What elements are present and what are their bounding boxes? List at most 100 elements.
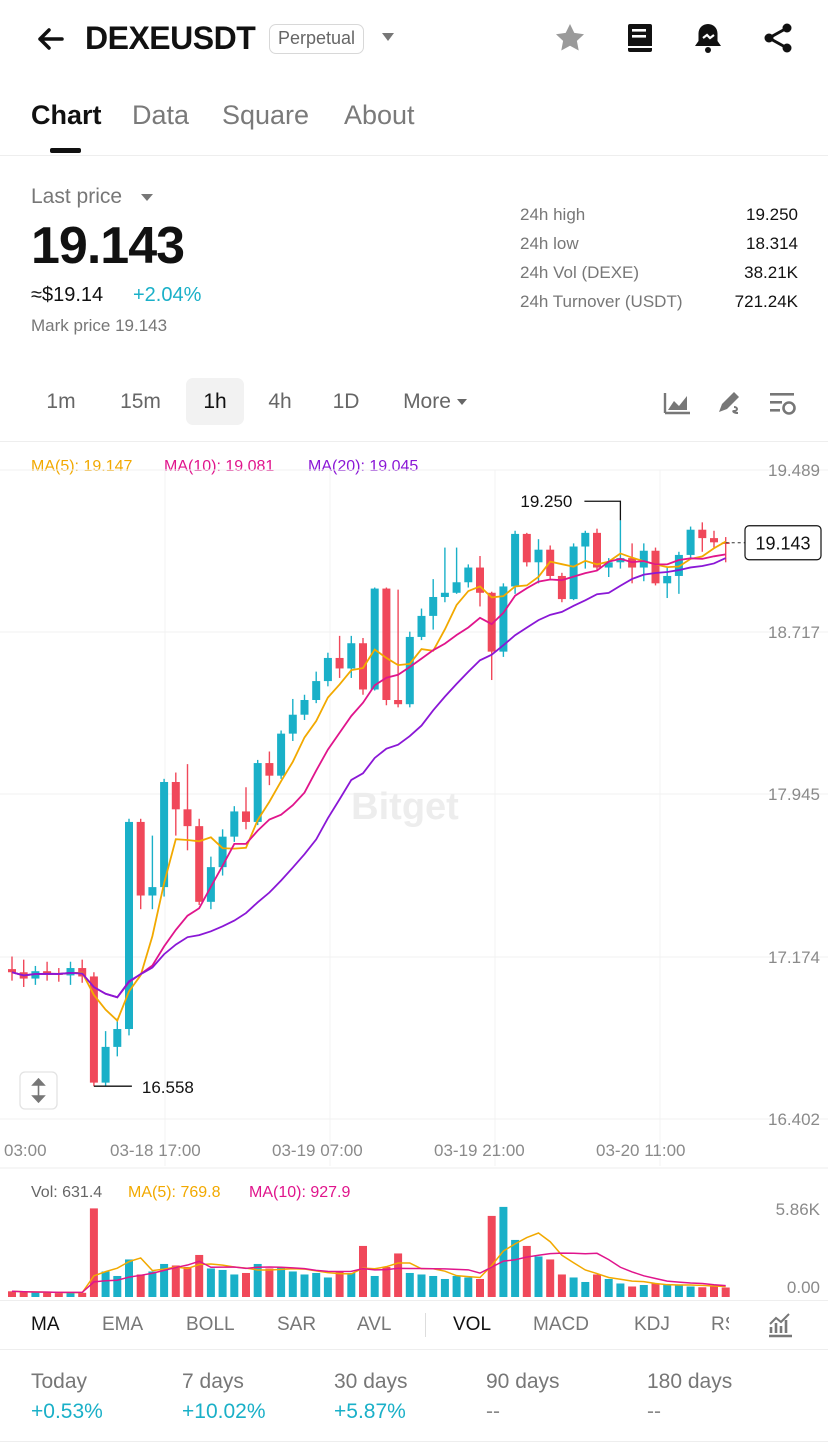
volume-bar: [674, 1284, 683, 1297]
volume-bar: [639, 1284, 648, 1297]
volume-bar: [534, 1256, 543, 1297]
stat-row: 24h Turnover (USDT) 721.24K: [520, 292, 798, 321]
tab-square[interactable]: Square: [222, 100, 310, 130]
book-icon[interactable]: [622, 20, 658, 56]
candle-body: [663, 575, 672, 584]
volume-bar: [43, 1292, 52, 1297]
indicator-ema[interactable]: EMA: [102, 1314, 144, 1335]
candle-body: [394, 699, 403, 705]
vol-legend: Vol: 631.4: [31, 1184, 102, 1201]
tab-about[interactable]: About: [344, 100, 415, 130]
indicator-settings-icon[interactable]: [766, 1311, 794, 1339]
stat-row: 24h low 18.314: [520, 234, 798, 263]
volume-bar: [19, 1292, 28, 1297]
candle-body: [148, 887, 157, 896]
indicator-kdj[interactable]: KDJ: [634, 1314, 670, 1335]
interval-4h[interactable]: 4h: [268, 390, 292, 413]
candle-body: [218, 836, 227, 868]
candle-body: [710, 538, 718, 543]
candle-body: [160, 781, 169, 888]
candle-body: [604, 562, 613, 568]
interval-1d[interactable]: 1D: [332, 390, 360, 413]
interval-15m[interactable]: 15m: [120, 390, 161, 413]
bell-icon[interactable]: [690, 20, 726, 56]
volume-bar: [171, 1265, 180, 1297]
candle-body: [300, 699, 309, 715]
ma10-line: [11, 553, 726, 999]
candle-body: [125, 821, 133, 1030]
tab-data[interactable]: Data: [132, 100, 190, 130]
candle-body: [347, 643, 356, 669]
candle-body: [277, 733, 286, 776]
perf-today: Today +0.53%: [31, 1370, 103, 1424]
perf-value: --: [647, 1400, 661, 1423]
perf-7-days: 7 days +10.02%: [182, 1370, 266, 1424]
interval-1h[interactable]: 1h: [186, 378, 244, 425]
mark-price: Mark price 19.143: [31, 316, 168, 335]
volume-bar: [218, 1269, 227, 1297]
indicator-separator: [425, 1313, 426, 1337]
performance-summary: Today +0.53% 7 days +10.02% 30 days +5.8…: [0, 1370, 828, 1430]
x-tick-label: 03-18 17:00: [110, 1141, 201, 1160]
volume-bar: [8, 1291, 16, 1297]
perf-value: +5.87%: [334, 1400, 406, 1423]
share-icon[interactable]: [760, 20, 796, 56]
indicator-sar[interactable]: SAR: [277, 1314, 317, 1335]
indicator-vol[interactable]: VOL: [453, 1314, 492, 1335]
volume-bar: [125, 1259, 133, 1297]
stat-label: 24h Turnover (USDT): [520, 292, 683, 311]
volume-bar: [31, 1292, 40, 1297]
candle-body: [464, 567, 473, 583]
current-price-tag: [744, 525, 822, 561]
volume-bar: [78, 1292, 87, 1297]
volume-bar: [394, 1253, 403, 1297]
candle-body: [171, 781, 180, 810]
indicator-rsi[interactable]: RSI: [711, 1314, 729, 1335]
volume-bar: [698, 1287, 707, 1297]
back-arrow-icon[interactable]: [30, 20, 70, 60]
volume-bar: [300, 1274, 309, 1297]
star-icon[interactable]: [552, 20, 588, 56]
interval-1m[interactable]: 1m: [46, 390, 76, 413]
volume-bar: [382, 1266, 391, 1297]
symbol-title[interactable]: DEXEUSDT: [85, 20, 256, 56]
perf-180-days: 180 days --: [647, 1370, 732, 1424]
chart-type-icon[interactable]: [662, 388, 692, 418]
volume-bar: [89, 1208, 98, 1297]
high-marker-label: 19.250: [520, 492, 572, 511]
volume-bar: [686, 1286, 695, 1297]
ma10-legend: MA(10): 19.081: [164, 458, 275, 475]
indicator-ma[interactable]: MA: [31, 1314, 60, 1335]
stat-row: 24h Vol (DEXE) 38.21K: [520, 263, 798, 292]
candle-body: [312, 681, 321, 700]
stat-label: 24h Vol (DEXE): [520, 263, 640, 282]
volume-bar: [206, 1268, 215, 1297]
last-price-label[interactable]: Last price: [31, 185, 123, 208]
candlestick-plot: Bitget 19.489 18.717 17.945 17.174 16.402 03:0…: [0, 461, 828, 1297]
more-caret-icon: [456, 399, 467, 406]
volume-bar: [522, 1245, 531, 1297]
volume-bar: [604, 1278, 613, 1297]
y-tick-label: 18.717: [768, 623, 820, 642]
indicator-macd[interactable]: MACD: [533, 1314, 589, 1335]
tab-chart[interactable]: Chart: [31, 100, 102, 130]
indicator-boll[interactable]: BOLL: [186, 1314, 235, 1335]
candle-body: [405, 636, 414, 705]
candle-body: [8, 969, 16, 973]
last-price-dropdown-icon[interactable]: [141, 194, 153, 201]
x-tick-label: 03:00: [4, 1141, 47, 1160]
symbol-dropdown-icon[interactable]: [382, 33, 394, 41]
volume-bar: [288, 1271, 297, 1297]
price-chart[interactable]: MA(5): 19.147 MA(10): 19.081 MA(20): 19.…: [0, 441, 828, 1299]
interval-selector: 1m 15m 1h 4h 1D More: [0, 378, 828, 428]
current-price-tag-label: 19.143: [755, 534, 810, 554]
interval-more[interactable]: More: [392, 378, 478, 425]
volume-bar: [136, 1274, 145, 1297]
chart-settings-icon[interactable]: [768, 388, 798, 418]
drawing-tool-icon[interactable]: [714, 388, 744, 418]
top-bar: DEXEUSDT Perpetual: [0, 0, 828, 80]
candle-body: [581, 532, 590, 547]
candle-body: [66, 968, 75, 976]
indicator-avl[interactable]: AVL: [357, 1314, 392, 1335]
perf-label: 90 days: [486, 1370, 560, 1393]
